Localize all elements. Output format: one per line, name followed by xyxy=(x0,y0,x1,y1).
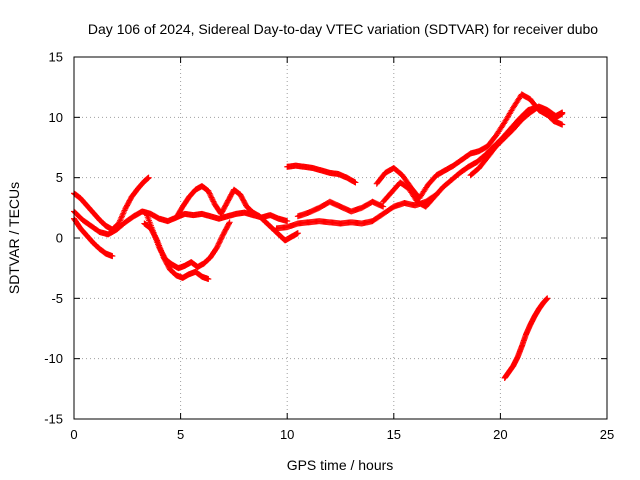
data-point xyxy=(214,243,221,250)
y-tick-label: -10 xyxy=(44,351,63,366)
data-point xyxy=(120,208,127,215)
y-tick-label: -15 xyxy=(44,412,63,427)
y-tick-label: 15 xyxy=(49,50,63,65)
y-tick-label: 10 xyxy=(49,110,63,125)
series-5 xyxy=(143,210,233,272)
series-12 xyxy=(467,103,566,179)
data-point xyxy=(294,230,301,237)
data-point xyxy=(118,213,125,220)
data-point xyxy=(217,238,224,245)
data-point xyxy=(216,239,223,246)
data-point xyxy=(205,189,212,196)
x-tick-label: 15 xyxy=(387,427,401,442)
data-point xyxy=(559,109,566,116)
data-point xyxy=(119,211,126,218)
series-1 xyxy=(71,215,116,260)
y-axis-label: SDTVAR / TECUs xyxy=(6,182,22,294)
data-point xyxy=(210,198,217,205)
x-tick-label: 10 xyxy=(280,427,294,442)
data-point xyxy=(205,276,212,283)
data-point xyxy=(117,216,124,223)
y-tick-label: 5 xyxy=(56,170,63,185)
series-7 xyxy=(284,162,359,186)
data-point xyxy=(559,121,566,128)
data-point xyxy=(109,253,116,260)
data-point xyxy=(120,210,127,217)
data-point xyxy=(205,187,212,194)
data-point xyxy=(352,179,359,186)
y-tick-label: 0 xyxy=(56,231,63,246)
data-point xyxy=(118,214,125,221)
data-point xyxy=(226,219,233,226)
series-9 xyxy=(294,198,387,220)
data-point xyxy=(206,190,213,197)
series-2 xyxy=(71,174,152,233)
chart-title: Day 106 of 2024, Sidereal Day-to-day VTE… xyxy=(88,21,598,37)
data-point xyxy=(213,244,220,251)
data-point xyxy=(121,207,128,214)
series-11 xyxy=(380,104,566,210)
data-point xyxy=(218,235,225,242)
data-point xyxy=(208,194,215,201)
x-tick-label: 5 xyxy=(177,427,184,442)
data-point xyxy=(117,217,124,224)
series-8 xyxy=(273,191,440,232)
data-point xyxy=(218,234,225,241)
data-point xyxy=(209,195,216,202)
x-tick-label: 20 xyxy=(493,427,507,442)
data-point xyxy=(207,191,214,198)
data-point xyxy=(207,193,214,200)
series-6 xyxy=(173,183,301,244)
data-points xyxy=(71,91,566,381)
series-13 xyxy=(501,295,551,381)
data-point xyxy=(217,236,224,243)
data-point xyxy=(145,174,152,181)
axis-ticks: 0 5 10 15 20 25 15 10 5 0 -5 -10 -15 xyxy=(44,50,614,443)
data-point xyxy=(225,220,232,227)
x-axis-label: GPS time / hours xyxy=(287,457,394,473)
x-tick-label: 0 xyxy=(70,427,77,442)
data-point xyxy=(116,219,123,226)
data-point xyxy=(284,218,291,225)
y-tick-label: -5 xyxy=(51,291,63,306)
data-point xyxy=(544,295,551,302)
x-tick-label: 25 xyxy=(600,427,614,442)
data-point xyxy=(215,240,222,247)
data-point xyxy=(209,197,216,204)
data-point xyxy=(215,241,222,248)
